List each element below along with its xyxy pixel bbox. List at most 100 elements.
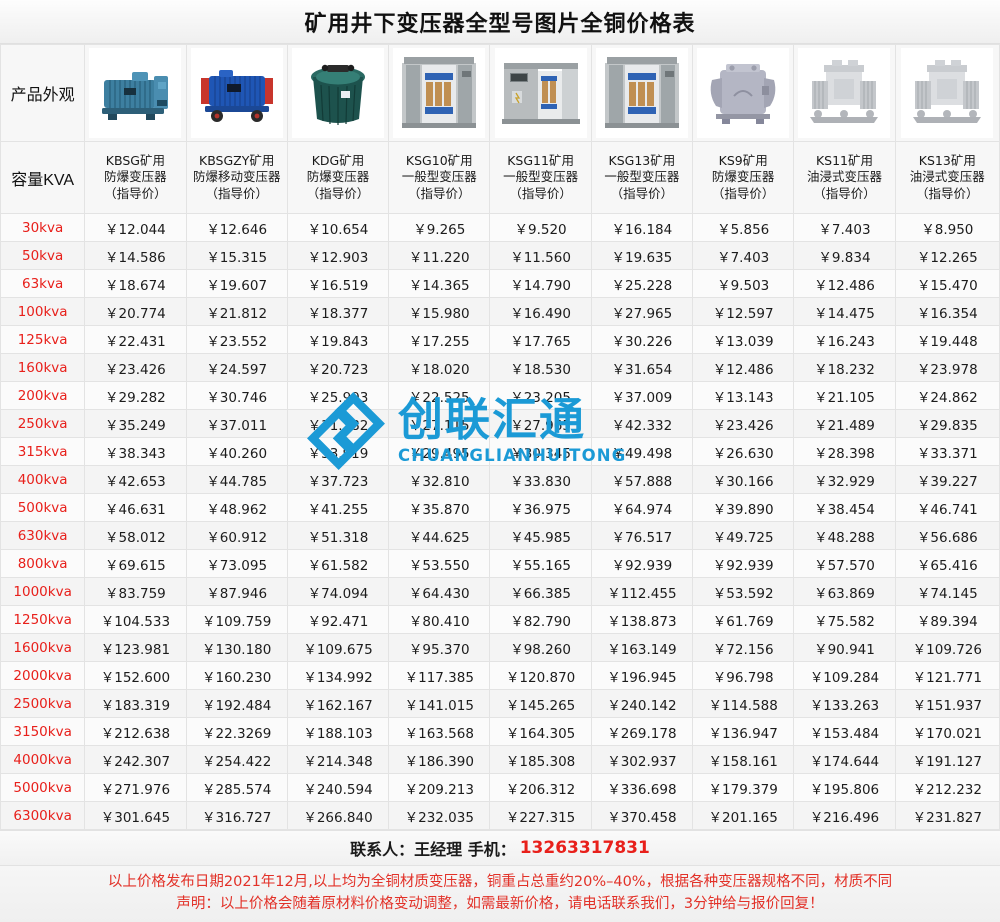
price-cell: ￥133.263 [793, 689, 896, 718]
price-cell: ￥15.470 [894, 269, 1000, 298]
price-cell: ￥231.827 [894, 801, 1000, 830]
price-cell: ￥22.525 [388, 381, 491, 410]
price-cell: ￥21.489 [793, 409, 896, 438]
price-cell: ￥76.517 [590, 521, 694, 550]
table-row: 50kva ￥14.586 ￥15.315 ￥12.903 ￥11.220 ￥11.560… [0, 241, 1000, 270]
price-cell: ￥242.307 [84, 745, 187, 774]
price-cell: ￥57.888 [590, 465, 694, 494]
price-cell: ￥51.318 [286, 521, 390, 550]
row-label-appearance: 产品外观 [0, 44, 86, 142]
price-cell: ￥39.890 [692, 493, 795, 522]
capacity-cell: 1600kva [0, 633, 86, 662]
price-cell: ￥23.426 [692, 409, 795, 438]
price-cell: ￥232.035 [388, 801, 491, 830]
capacity-cell: 63kva [0, 269, 86, 298]
price-cell: ￥66.385 [489, 577, 592, 606]
price-cell: ￥18.674 [84, 269, 187, 298]
product-image-row: 产品外观 [0, 44, 1000, 142]
price-cell: ￥192.484 [185, 689, 288, 718]
price-cell: ￥19.448 [894, 325, 1000, 354]
price-cell: ￥33.830 [489, 465, 592, 494]
price-cell: ￥27.115 [388, 409, 491, 438]
capacity-cell: 125kva [0, 325, 86, 354]
notice-block: 以上价格发布日期2021年12月,以上均为全铜材质变压器，铜重占总重约20%–4… [0, 866, 1000, 922]
table-row: 3150kva ￥212.638 ￥22.3269 ￥188.103 ￥163.568 ￥… [0, 717, 1000, 746]
price-cell: ￥31.182 [286, 409, 390, 438]
price-cell: ￥12.646 [185, 213, 288, 242]
price-cell: ￥24.862 [894, 381, 1000, 410]
price-cell: ￥53.550 [388, 549, 491, 578]
price-cell: ￥19.843 [286, 325, 390, 354]
price-cell: ￥38.343 [84, 437, 187, 466]
table-row: 500kva ￥46.631 ￥48.962 ￥41.255 ￥35.870 ￥36.97… [0, 493, 1000, 522]
table-row: 125kva ￥22.431 ￥23.552 ￥19.843 ￥17.255 ￥17.76… [0, 325, 1000, 354]
table-row: 5000kva ￥271.976 ￥285.574 ￥240.594 ￥209.213 ￥… [0, 773, 1000, 802]
table-row: 630kva ￥58.012 ￥60.912 ￥51.318 ￥44.625 ￥45.98… [0, 521, 1000, 550]
table-row: 2500kva ￥183.319 ￥192.484 ￥162.167 ￥141.015 ￥… [0, 689, 1000, 718]
page-title: 矿用井下变压器全型号图片全铜价格表 [304, 11, 696, 37]
price-cell: ￥9.520 [489, 213, 592, 242]
price-cell: ￥266.840 [286, 801, 390, 830]
price-cell: ￥191.127 [894, 745, 1000, 774]
price-cell: ￥160.230 [185, 661, 288, 690]
price-cell: ￥73.095 [185, 549, 288, 578]
price-cell: ￥152.600 [84, 661, 187, 690]
price-cell: ￥370.458 [590, 801, 694, 830]
price-cell: ￥26.630 [692, 437, 795, 466]
table-row: 250kva ￥35.249 ￥37.011 ￥31.182 ￥27.115 ￥27.96… [0, 409, 1000, 438]
transformer-green-cylinder-icon [291, 48, 384, 138]
table-row: 63kva ￥18.674 ￥19.607 ￥16.519 ￥14.365 ￥14.790… [0, 269, 1000, 298]
price-cell: ￥151.937 [894, 689, 1000, 718]
contact-bar: 联系人：王经理 手机： 13263317831 [0, 830, 1000, 866]
price-cell: ￥64.430 [388, 577, 491, 606]
table-row: 30kva ￥12.044 ￥12.646 ￥10.654 ￥9.265 ￥9.520 ￥1… [0, 213, 1000, 242]
price-cell: ￥183.319 [84, 689, 187, 718]
price-cell: ￥212.638 [84, 717, 187, 746]
price-cell: ￥89.394 [894, 605, 1000, 634]
price-cell: ￥39.227 [894, 465, 1000, 494]
price-cell: ￥185.308 [489, 745, 592, 774]
price-cell: ￥58.012 [84, 521, 187, 550]
contact-phone[interactable]: 13263317831 [519, 838, 650, 858]
product-image-cell-8 [894, 44, 1000, 142]
price-cell: ￥56.686 [894, 521, 1000, 550]
table-row: 315kva ￥38.343 ￥40.260 ￥33.919 ￥29.495 ￥30.34… [0, 437, 1000, 466]
price-cell: ￥30.166 [692, 465, 795, 494]
price-cell: ￥271.976 [84, 773, 187, 802]
price-cell: ￥31.654 [590, 353, 694, 382]
capacity-cell: 250kva [0, 409, 86, 438]
price-cell: ￥25.903 [286, 381, 390, 410]
price-cell: ￥174.644 [793, 745, 896, 774]
price-cell: ￥36.975 [489, 493, 592, 522]
table-row: 1250kva ￥104.533 ￥109.759 ￥92.471 ￥80.410 ￥82… [0, 605, 1000, 634]
price-cell: ￥163.568 [388, 717, 491, 746]
capacity-cell: 400kva [0, 465, 86, 494]
price-cell: ￥188.103 [286, 717, 390, 746]
price-cell: ￥37.011 [185, 409, 288, 438]
price-cell: ￥301.645 [84, 801, 187, 830]
price-cell: ￥13.039 [692, 325, 795, 354]
price-cell: ￥109.726 [894, 633, 1000, 662]
price-cell: ￥179.379 [692, 773, 795, 802]
price-cell: ￥240.594 [286, 773, 390, 802]
price-cell: ￥18.530 [489, 353, 592, 382]
capacity-cell: 2500kva [0, 689, 86, 718]
price-cell: ￥48.288 [793, 521, 896, 550]
price-cell: ￥123.981 [84, 633, 187, 662]
product-image-cell-6 [692, 44, 795, 142]
price-table-body: 产品外观 [0, 44, 1000, 830]
capacity-cell: 200kva [0, 381, 86, 410]
price-cell: ￥29.495 [388, 437, 491, 466]
price-cell: ￥227.315 [489, 801, 592, 830]
price-cell: ￥121.771 [894, 661, 1000, 690]
price-cell: ￥60.912 [185, 521, 288, 550]
column-header-label: KBSG矿用 防爆变压器 （指导价） [104, 152, 167, 201]
price-cell: ￥12.044 [84, 213, 187, 242]
price-cell: ￥37.723 [286, 465, 390, 494]
price-cell: ￥7.403 [793, 213, 896, 242]
price-cell: ￥136.947 [692, 717, 795, 746]
price-cell: ￥12.486 [692, 353, 795, 382]
price-cell: ￥38.454 [793, 493, 896, 522]
price-cell: ￥92.471 [286, 605, 390, 634]
